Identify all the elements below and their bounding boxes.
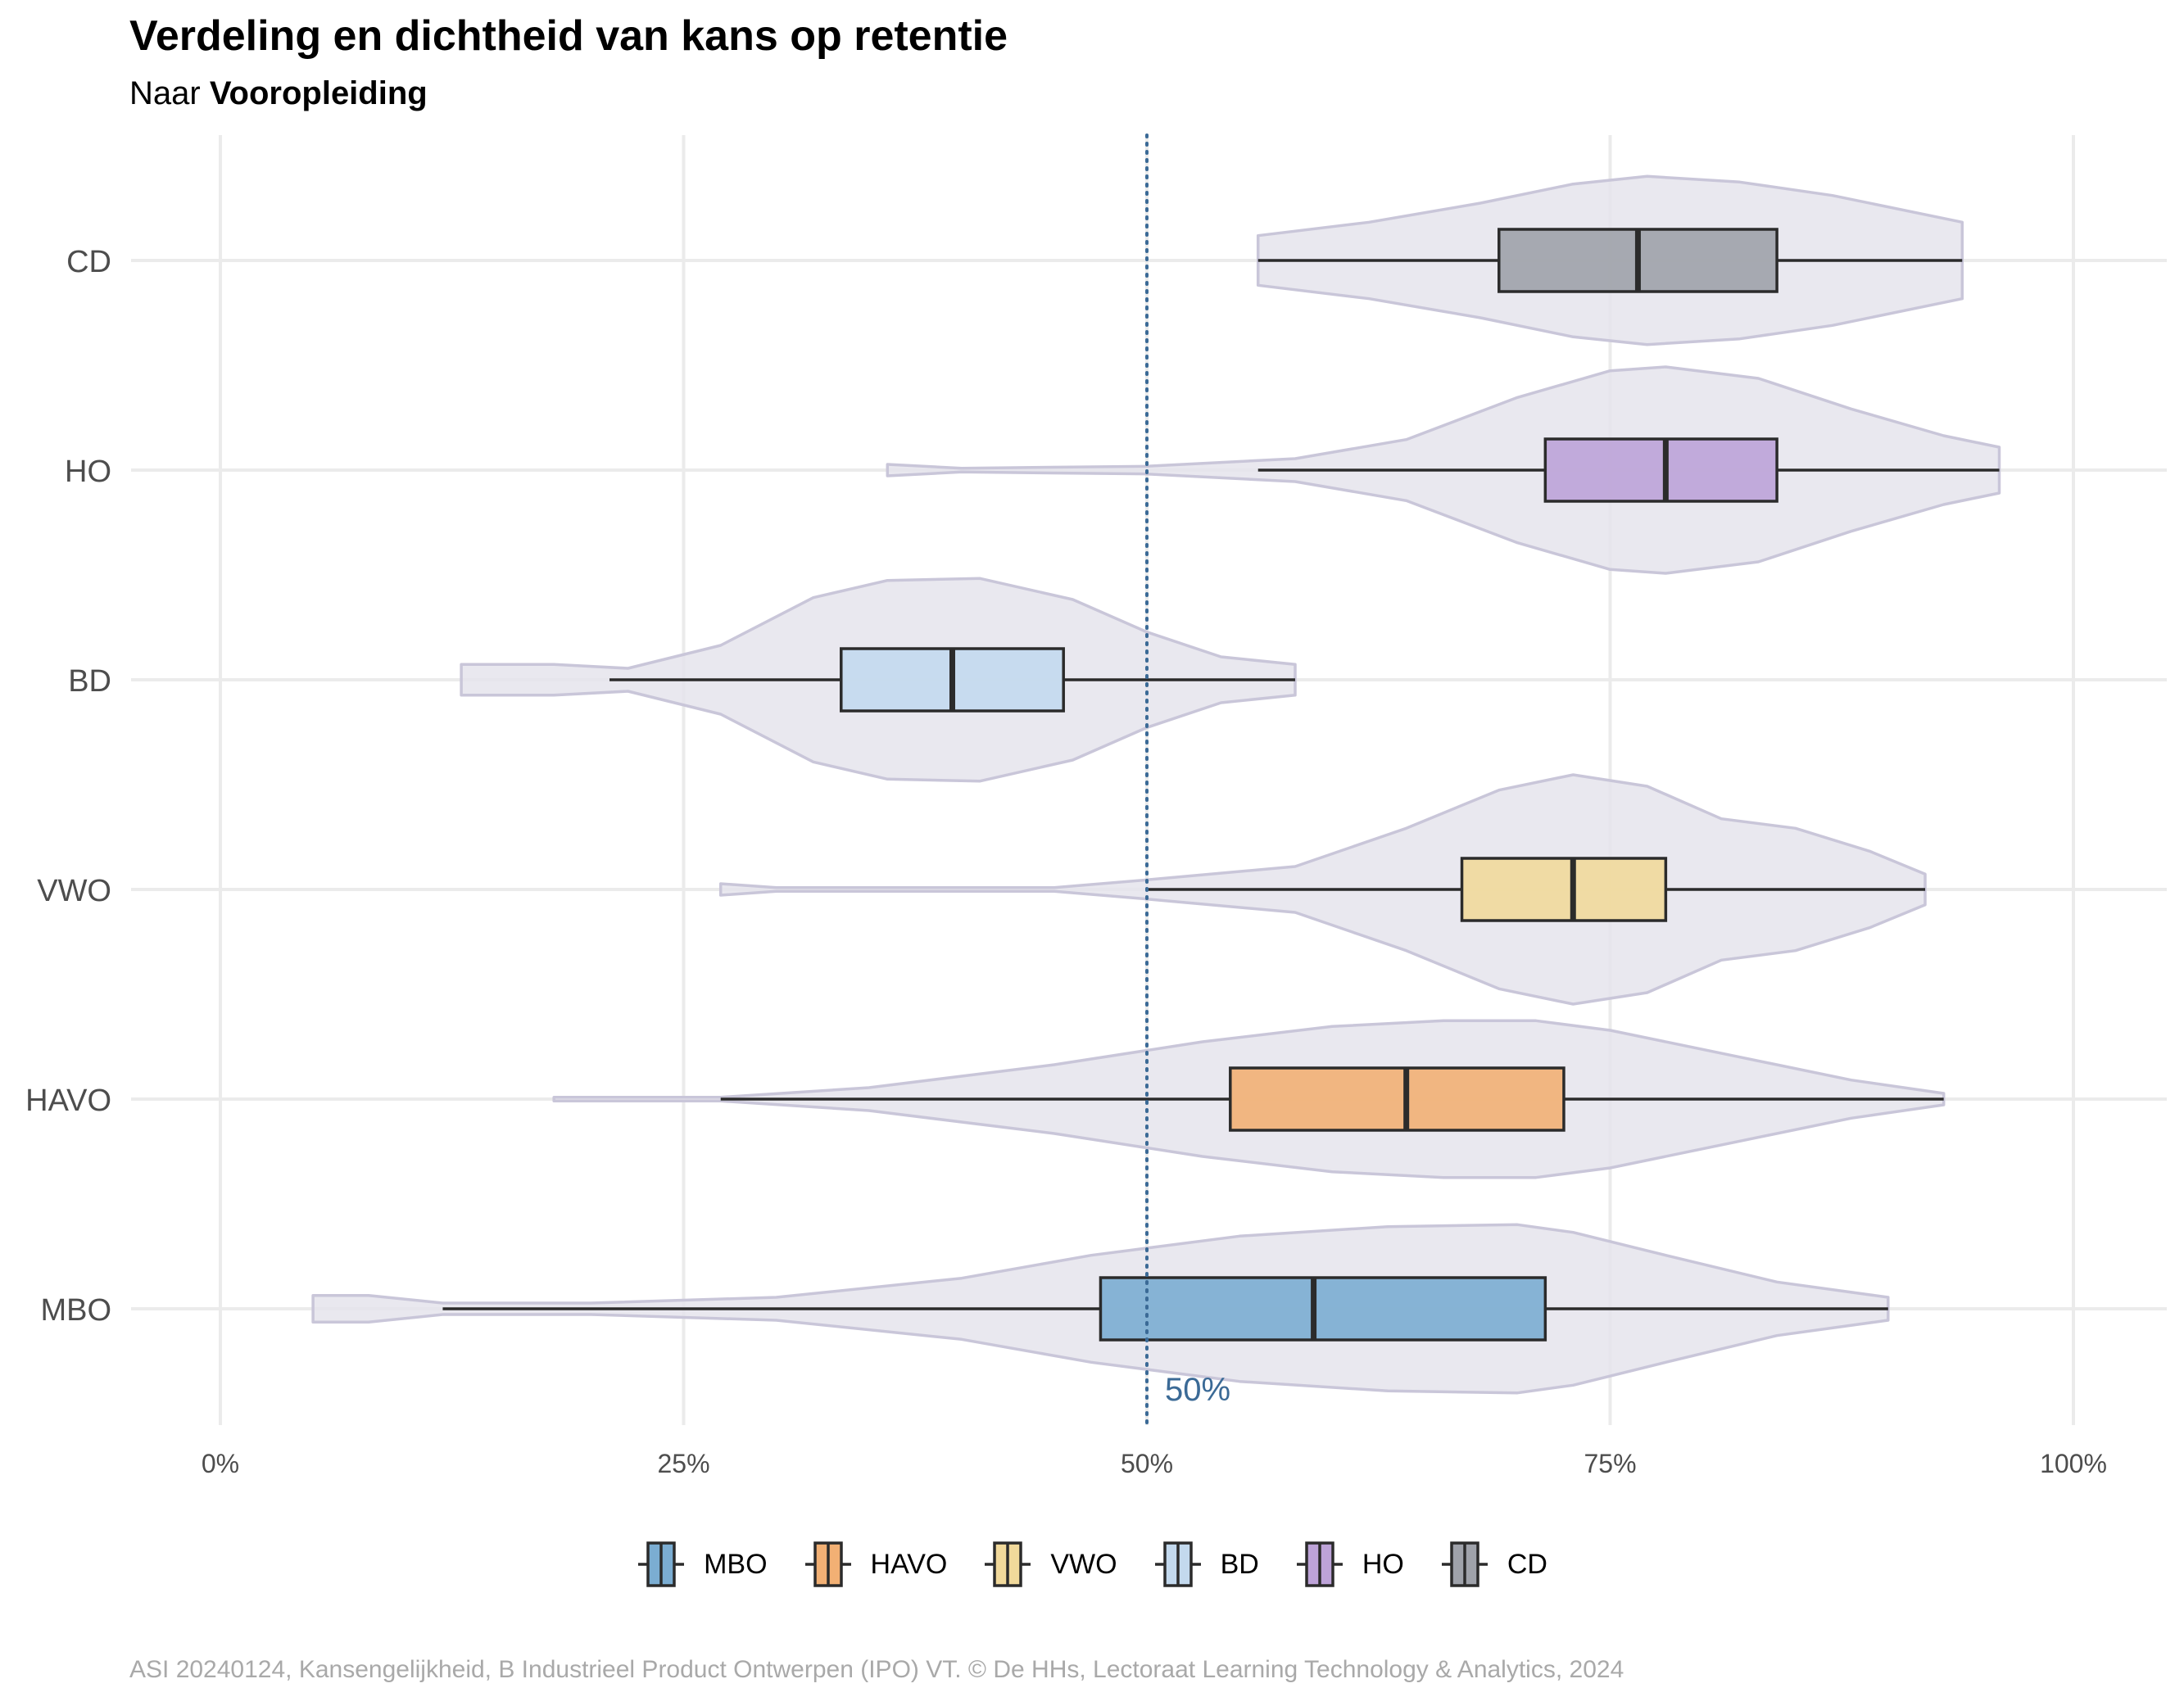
box-ho	[1543, 437, 1778, 503]
y-tick-label-ho: HO	[65, 455, 111, 489]
violins	[311, 174, 2001, 1395]
legend-key-cd	[1441, 1541, 1488, 1587]
legend-key-havo	[804, 1541, 851, 1587]
legend-item-mbo: MBO	[637, 1540, 768, 1589]
boxplots	[442, 228, 2000, 1342]
y-tick-label-havo: HAVO	[25, 1084, 111, 1118]
y-tick-label-vwo: VWO	[37, 874, 111, 908]
legend-key-ho	[1296, 1541, 1343, 1587]
legend-label: CD	[1507, 1548, 1547, 1580]
legend-item-ho: HO	[1295, 1540, 1404, 1589]
x-tick-label: 75%	[1584, 1449, 1636, 1474]
legend: MBO HAVO VWO BD HO CD	[0, 1540, 2184, 1589]
grid	[131, 135, 2167, 1425]
legend-label: MBO	[704, 1548, 768, 1580]
box-vwo	[1460, 857, 1668, 922]
legend-item-havo: HAVO	[804, 1540, 948, 1589]
legend-key-vwo	[985, 1541, 1031, 1587]
y-tick-label-bd: BD	[68, 664, 111, 699]
legend-label: VWO	[1050, 1548, 1117, 1580]
y-axis: MBO HAVO VWO BD HO CD	[25, 245, 111, 1328]
legend-item-bd: BD	[1153, 1540, 1259, 1589]
y-tick-label-mbo: MBO	[40, 1293, 111, 1328]
violin-chart: 50% MBO HAVO VWO BD HO CD 0% 25% 50% 75% 100%	[25, 133, 2167, 1474]
x-tick-label: 50%	[1121, 1449, 1173, 1474]
legend-key-mbo	[638, 1541, 685, 1587]
caption: ASI 20240124, Kansengelijkheid, B Indust…	[129, 1656, 1624, 1683]
reference-line: 50%	[1145, 133, 1230, 1427]
subtitle-prefix: Naar	[129, 75, 210, 111]
y-tick-label-cd: CD	[66, 245, 111, 279]
legend-item-cd: CD	[1440, 1540, 1547, 1589]
legend-label: BD	[1220, 1548, 1259, 1580]
box-mbo	[1099, 1276, 1547, 1342]
chart-subtitle: Naar Vooropleiding	[129, 75, 428, 112]
x-tick-label: 100%	[2040, 1449, 2107, 1474]
legend-label: HAVO	[870, 1548, 948, 1580]
x-axis: 0% 25% 50% 75% 100%	[202, 1449, 2107, 1474]
chart-title: Verdeling en dichtheid van kans op reten…	[129, 12, 1008, 60]
legend-item-vwo: VWO	[983, 1540, 1117, 1589]
legend-key-bd	[1154, 1541, 1201, 1587]
subtitle-bold: Vooropleiding	[209, 75, 428, 111]
legend-label: HO	[1362, 1548, 1404, 1580]
x-tick-label: 25%	[657, 1449, 709, 1474]
reference-line-label: 50%	[1165, 1372, 1230, 1408]
x-tick-label: 0%	[202, 1449, 239, 1474]
box-havo	[1229, 1066, 1566, 1132]
